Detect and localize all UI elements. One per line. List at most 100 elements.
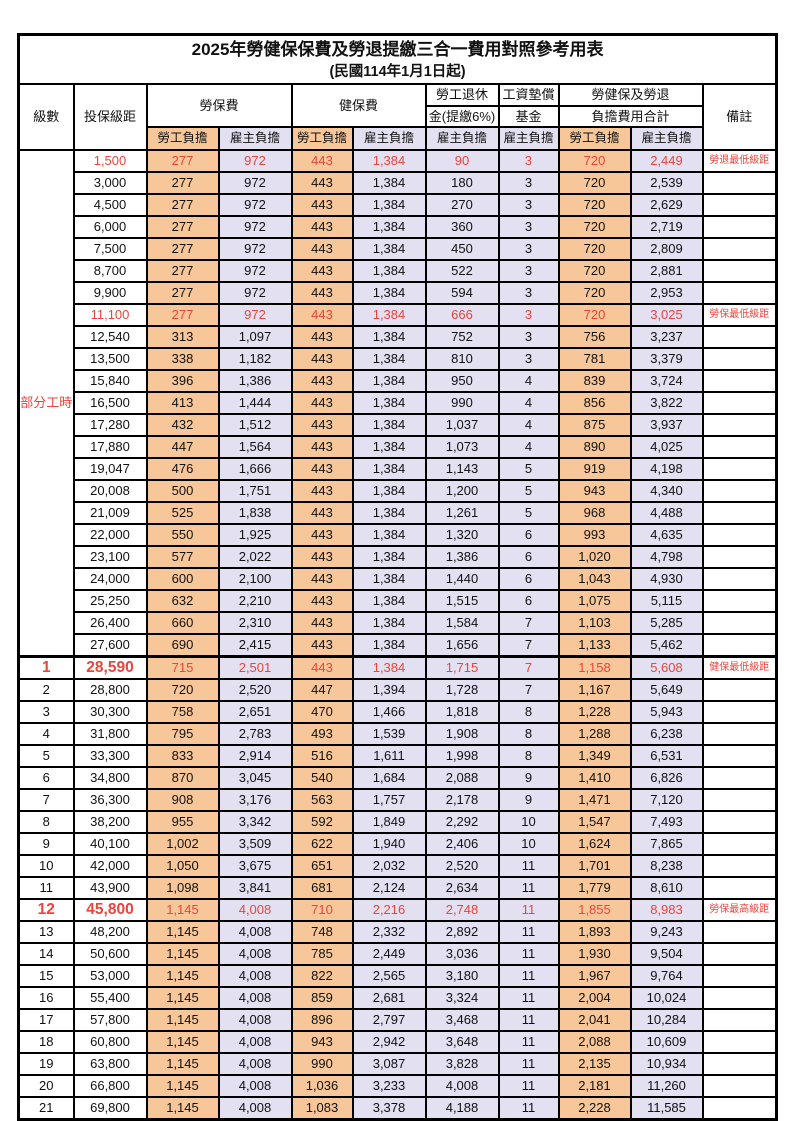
- cell-fund-employer: 5: [497, 479, 560, 503]
- table-title-cell: 2025年勞健保保費及勞退提繳三合一費用對照參考用表 (民國114年1月1日起): [17, 33, 778, 85]
- cell-labor-employer: 2,501: [217, 655, 293, 680]
- cell-labor-employer: 2,520: [217, 678, 293, 702]
- cell-labor-employer: 1,512: [217, 413, 293, 437]
- cell-health-employee: 443: [290, 149, 354, 173]
- cell-total-employee: 756: [557, 325, 632, 349]
- cell-health-employer: 1,384: [351, 281, 427, 305]
- cell-labor-employee: 908: [145, 788, 220, 812]
- cell-total-employer: 2,539: [629, 171, 704, 195]
- cell-health-employer: 1,684: [351, 766, 427, 790]
- header-row-2: 金(提繳6%) 基金 負擔費用合計: [19, 105, 777, 128]
- cell-total-employer: 4,198: [629, 457, 704, 481]
- cell-remark: [701, 347, 778, 371]
- cell-labor-employer: 2,415: [217, 633, 293, 658]
- cell-labor-employer: 2,100: [217, 567, 293, 591]
- table-row: 7 36,300 908 3,176 563 1,757 2,178 9 1,471 7,120: [17, 788, 778, 812]
- cell-labor-employee: 795: [145, 722, 220, 746]
- cell-labor-employer: 3,675: [217, 854, 293, 878]
- cell-bracket: 16,500: [72, 391, 148, 415]
- cell-level: 3: [17, 700, 75, 724]
- cell-remark: [701, 523, 778, 547]
- cell-level: 19: [17, 1052, 75, 1076]
- cell-labor-employer: 972: [217, 237, 293, 261]
- cell-fund-employer: 4: [497, 435, 560, 459]
- cell-health-employer: 1,384: [351, 633, 427, 658]
- col-header-total-line1: 勞健保及勞退: [557, 83, 704, 107]
- cell-bracket: 8,700: [72, 259, 148, 283]
- cell-fund-employer: 7: [497, 655, 560, 680]
- cell-labor-employee: 660: [145, 611, 220, 635]
- cell-remark: [701, 215, 778, 239]
- cell-health-employer: 1,394: [351, 678, 427, 702]
- cell-total-employer: 10,024: [629, 986, 704, 1010]
- cell-health-employer: 1,384: [351, 347, 427, 371]
- cell-fund-employer: 8: [497, 744, 560, 768]
- table-row: 14 50,600 1,145 4,008 785 2,449 3,036 11 1,930 9,…: [17, 942, 778, 966]
- cell-labor-employer: 1,838: [217, 501, 293, 525]
- cell-remark: [701, 788, 778, 812]
- cell-remark: [701, 1096, 778, 1121]
- cell-remark: [701, 413, 778, 437]
- cell-level: 2: [17, 678, 75, 702]
- cell-fund-employer: 5: [497, 501, 560, 525]
- table-row: 17,280 432 1,512 443 1,384 1,037 4 875 3,937: [19, 413, 778, 437]
- cell-bracket: 30,300: [72, 700, 148, 724]
- col-header-pension-line1: 勞工退休: [424, 83, 500, 107]
- cell-level: 8: [17, 810, 75, 834]
- cell-labor-employee: 632: [145, 589, 220, 613]
- cell-pension-employer: 1,037: [424, 413, 500, 437]
- cell-labor-employee: 758: [145, 700, 220, 724]
- cell-remark: [701, 259, 778, 283]
- cell-total-employee: 968: [557, 501, 632, 525]
- cell-total-employee: 720: [557, 237, 632, 261]
- cell-total-employee: 1,075: [557, 589, 632, 613]
- cell-level: 14: [17, 942, 75, 966]
- cell-labor-employee: 277: [145, 259, 220, 283]
- cell-remark: [701, 986, 778, 1010]
- cell-health-employer: 1,384: [351, 523, 427, 547]
- cell-health-employer: 1,384: [351, 589, 427, 613]
- table-row: 20,008 500 1,751 443 1,384 1,200 5 943 4,340: [19, 479, 778, 503]
- cell-labor-employer: 4,008: [217, 920, 293, 944]
- cell-labor-employee: 1,145: [145, 986, 220, 1010]
- cell-health-employer: 1,384: [351, 215, 427, 239]
- cell-labor-employee: 955: [145, 810, 220, 834]
- table-row: 12 45,800 1,145 4,008 710 2,216 2,748 11 1,855 8,…: [17, 898, 778, 922]
- table-body: 部分工時 1,500 277 972 443 1,384 90 3 720 2,449 勞退最低級距…: [17, 149, 778, 1121]
- subheader-pension-employer: 雇主負擔: [424, 126, 500, 151]
- cell-level: 16: [17, 986, 75, 1010]
- cell-fund-employer: 9: [497, 788, 560, 812]
- cell-level: 9: [17, 832, 75, 856]
- cell-health-employee: 493: [290, 722, 354, 746]
- cell-total-employee: 1,288: [557, 722, 632, 746]
- table-row: 12,540 313 1,097 443 1,384 752 3 756 3,237: [19, 325, 778, 349]
- cell-total-employee: 2,228: [557, 1096, 632, 1121]
- cell-labor-employee: 476: [145, 457, 220, 481]
- cell-health-employer: 1,849: [351, 810, 427, 834]
- cell-labor-employer: 4,008: [217, 1074, 293, 1098]
- cell-pension-employer: 3,324: [424, 986, 500, 1010]
- cell-health-employee: 443: [290, 237, 354, 261]
- cell-remark: 勞保最高級距: [701, 898, 778, 922]
- col-header-remark: 備註: [701, 83, 778, 151]
- cell-bracket: 4,500: [72, 193, 148, 217]
- cell-pension-employer: 2,178: [424, 788, 500, 812]
- cell-remark: [701, 678, 778, 702]
- cell-pension-employer: 3,180: [424, 964, 500, 988]
- cell-bracket: 63,800: [72, 1052, 148, 1076]
- cell-level: 20: [17, 1074, 75, 1098]
- cell-pension-employer: 522: [424, 259, 500, 283]
- cell-remark: [701, 589, 778, 613]
- cell-health-employee: 443: [290, 215, 354, 239]
- table-row: 23,100 577 2,022 443 1,384 1,386 6 1,020 4,798: [19, 545, 778, 569]
- cell-remark: [701, 457, 778, 481]
- cell-health-employee: 443: [290, 259, 354, 283]
- cell-health-employer: 1,466: [351, 700, 427, 724]
- cell-level: 1: [17, 655, 75, 680]
- cell-total-employer: 9,764: [629, 964, 704, 988]
- cell-health-employee: 443: [290, 611, 354, 635]
- cell-labor-employee: 1,145: [145, 1074, 220, 1098]
- cell-fund-employer: 11: [497, 964, 560, 988]
- cell-level: 11: [17, 876, 75, 900]
- cell-bracket: 9,900: [72, 281, 148, 305]
